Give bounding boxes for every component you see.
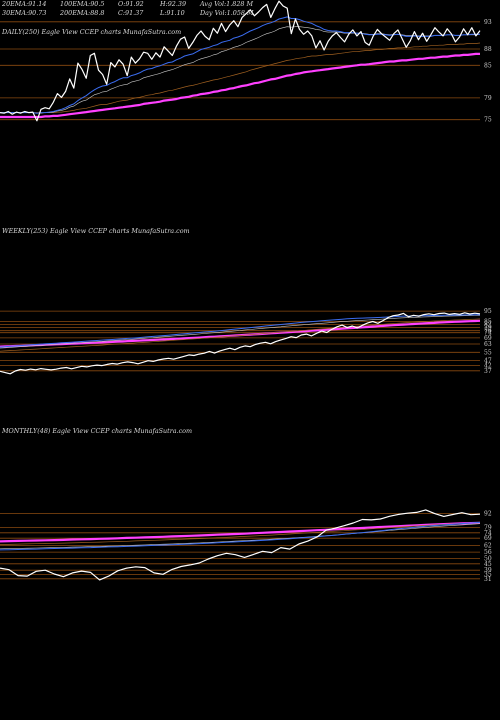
weekly-panel-title: WEEKLY(253) Eagle View CCEP charts Munaf…: [2, 227, 190, 235]
header-row2-stat-3: L:91.10: [160, 9, 185, 17]
daily-ema30-line: [0, 26, 481, 114]
monthly-tick-label-6: 50: [484, 556, 492, 563]
header-row2-stat-4: Day Vol:1.058 M: [200, 9, 254, 17]
weekly-tick-label-6: 69: [484, 335, 492, 342]
header-row2-stat-2: C:91.37: [118, 9, 144, 17]
daily-tick-label-3: 79: [484, 95, 492, 102]
header-row1-stat-4: Avg Vol:1.828 M: [200, 0, 254, 8]
tick-layer: 9388857975958582797674696355474237927974…: [484, 19, 492, 583]
weekly-tick-label-7: 63: [484, 341, 492, 348]
daily-panel-title: DAILY(250) Eagle View CCEP charts Munafa…: [2, 28, 182, 36]
monthly-tick-label-10: 31: [484, 576, 492, 583]
monthly-tick-label-3: 69: [484, 535, 492, 542]
header-row2-stat-0: 30EMA:90.73: [2, 9, 47, 17]
weekly-tick-label-1: 85: [484, 318, 492, 325]
monthly-tick-label-0: 92: [484, 511, 492, 518]
monthly-ema100-line: [0, 522, 481, 545]
daily-tick-label-0: 93: [484, 19, 492, 26]
series-layer: [0, 0, 481, 581]
monthly-tick-label-5: 56: [484, 549, 492, 556]
monthly-tick-label-1: 79: [484, 525, 492, 532]
grid-layer: [0, 21, 480, 580]
weekly-tick-label-4: 76: [484, 328, 492, 335]
header-row1-stat-1: 100EMA:90.5: [60, 0, 105, 8]
monthly-panel-title: MONTHLY(48) Eagle View CCEP charts Munaf…: [2, 427, 193, 435]
monthly-tick-label-7: 45: [484, 561, 492, 568]
weekly-tick-label-0: 95: [484, 308, 492, 315]
daily-tick-label-2: 85: [484, 62, 492, 69]
weekly-tick-label-10: 42: [484, 363, 492, 370]
weekly-tick-label-3: 79: [484, 325, 492, 332]
weekly-price-line: [0, 312, 481, 375]
monthly-ema200-line: [0, 521, 481, 543]
monthly-tick-label-2: 74: [484, 530, 492, 537]
header-row1-stat-3: H:92.39: [160, 0, 187, 8]
monthly-tick-label-4: 62: [484, 543, 492, 550]
monthly-ema20-line: [0, 521, 481, 551]
daily-tick-label-1: 88: [484, 46, 492, 53]
monthly-tick-label-9: 35: [484, 572, 492, 579]
daily-ema200-line: [0, 52, 480, 119]
header-row1-stat-2: O:91.92: [118, 0, 144, 8]
header-row1-stat-0: 20EMA:91.14: [2, 0, 47, 8]
weekly-tick-label-9: 47: [484, 358, 492, 365]
daily-tick-label-4: 75: [484, 117, 492, 124]
weekly-tick-label-8: 55: [484, 349, 492, 356]
weekly-tick-label-2: 82: [484, 322, 492, 329]
weekly-ema20-line: [0, 314, 480, 348]
monthly-tick-label-8: 39: [484, 567, 492, 574]
weekly-ema30-line: [0, 315, 481, 349]
weekly-tick-label-5: 74: [484, 330, 492, 337]
header-row2-stat-1: 200EMA:88.8: [60, 9, 105, 17]
daily-ema100-line: [0, 42, 481, 113]
daily-price-line: [0, 0, 481, 122]
weekly-tick-label-11: 37: [484, 368, 492, 375]
weekly-ema100-line: [0, 318, 481, 352]
monthly-ema30-line: [0, 523, 481, 550]
monthly-price-line: [0, 509, 481, 581]
